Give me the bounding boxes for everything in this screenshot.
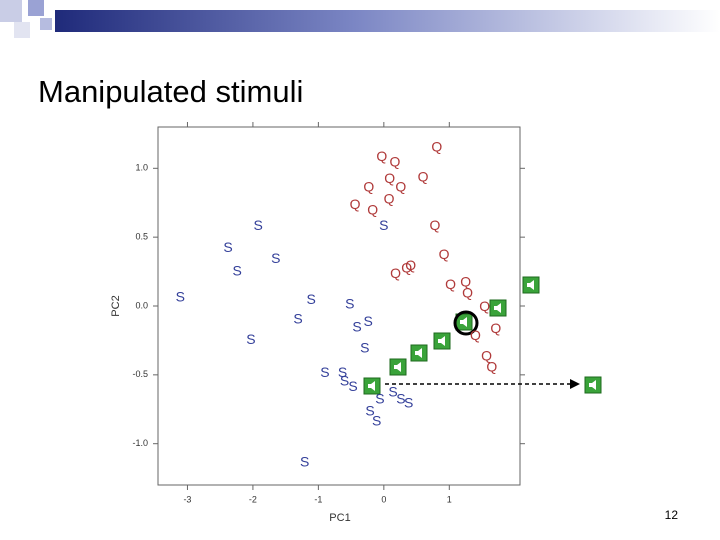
point-marker: Q — [390, 265, 401, 281]
point-marker: S — [338, 364, 347, 380]
point-marker: Q — [429, 217, 440, 233]
x-tick-label: 0 — [381, 494, 386, 504]
deco-square — [40, 18, 52, 30]
point-marker: Q — [462, 284, 473, 300]
point-marker: S — [271, 250, 280, 266]
speaker-glyph — [415, 348, 422, 358]
y-tick-label: 1.0 — [135, 163, 148, 173]
x-tick-label: -1 — [314, 494, 322, 504]
point-marker: Q — [486, 359, 497, 375]
speaker-glyph — [438, 336, 445, 346]
point-marker: Q — [376, 148, 387, 164]
y-tick-label: 0.0 — [135, 300, 148, 310]
deco-square — [14, 22, 30, 38]
point-marker: S — [388, 383, 397, 399]
point-marker: Q — [350, 196, 361, 212]
x-tick-label: -2 — [249, 494, 257, 504]
point-marker: S — [293, 310, 302, 326]
speaker-glyph — [394, 362, 401, 372]
stimulus-icons — [363, 276, 602, 395]
y-tick-label: -0.5 — [132, 369, 148, 379]
point-marker: S — [223, 239, 232, 255]
y-tick-label: 0.5 — [135, 232, 148, 242]
plot-frame — [157, 126, 521, 486]
point-marker: Q — [390, 154, 401, 170]
speaker-glyph — [527, 280, 534, 290]
point-marker: S — [176, 288, 185, 304]
slide-title: Manipulated stimuli — [38, 74, 303, 109]
point-marker: S — [360, 339, 369, 355]
point-marker: S — [348, 378, 357, 394]
point-marker: Q — [401, 260, 412, 276]
point-marker: S — [379, 217, 388, 233]
point-marker: S — [404, 394, 413, 410]
point-marker: Q — [481, 348, 492, 364]
deco-square — [0, 0, 22, 22]
speaker-glyph — [368, 381, 375, 391]
point-marker: Q — [418, 169, 429, 185]
point-marker: Q — [445, 276, 456, 292]
point-marker: Q — [384, 170, 395, 186]
point-marker: Q — [460, 273, 471, 289]
deco-square — [28, 0, 44, 16]
point-marker: S — [233, 262, 242, 278]
speaker-glyph — [494, 303, 501, 313]
y-axis-label: PC2 — [110, 295, 122, 316]
point-marker: Q — [431, 138, 442, 154]
point-marker: S — [340, 372, 349, 388]
x-axis-label: PC1 — [329, 512, 350, 524]
point-marker: Q — [439, 246, 450, 262]
point-marker: S — [365, 403, 374, 419]
point-marker: S — [246, 331, 255, 347]
point-marker: Q — [405, 257, 416, 273]
point-marker: S — [320, 364, 329, 380]
point-marker: S — [363, 313, 372, 329]
point-marker: Q — [479, 298, 490, 314]
point-marker: Q — [384, 191, 395, 207]
point-marker: Q — [490, 320, 501, 336]
header-bar — [55, 10, 720, 32]
point-marker: S — [345, 295, 354, 311]
point-marker: Q — [367, 202, 378, 218]
point-marker: S — [307, 291, 316, 307]
point-marker: Q — [363, 178, 374, 194]
point-marker: S — [396, 390, 405, 406]
point-marker: S — [300, 454, 309, 470]
x-tick-label: 1 — [447, 494, 452, 504]
point-marker: Q — [395, 178, 406, 194]
point-marker: Q — [470, 327, 481, 343]
point-marker: S — [372, 412, 381, 428]
y-tick-label: -1.0 — [132, 438, 148, 448]
point-marker: S — [352, 319, 361, 335]
highlight-circle — [453, 310, 479, 336]
page-number: 12 — [665, 508, 679, 522]
x-tick-label: -3 — [183, 494, 191, 504]
speaker-glyph — [589, 380, 596, 390]
point-marker: S — [253, 217, 262, 233]
arrow-head — [570, 379, 580, 389]
point-marker: S — [375, 390, 384, 406]
speaker-glyph — [460, 317, 467, 327]
